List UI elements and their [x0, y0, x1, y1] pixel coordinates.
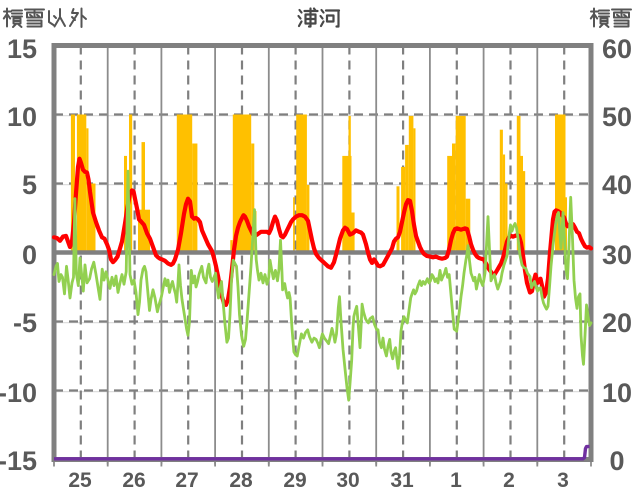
svg-text:26: 26 — [122, 469, 145, 492]
svg-text:30: 30 — [336, 469, 359, 492]
svg-text:30: 30 — [602, 240, 632, 270]
svg-text:-10: -10 — [0, 378, 37, 408]
svg-text:50: 50 — [602, 102, 632, 132]
svg-text:20: 20 — [602, 308, 632, 338]
svg-text:31: 31 — [390, 469, 414, 492]
svg-text:3: 3 — [557, 469, 569, 492]
svg-text:1: 1 — [450, 469, 462, 492]
svg-text:29: 29 — [283, 469, 306, 492]
svg-text:40: 40 — [602, 170, 632, 200]
svg-text:10: 10 — [7, 102, 37, 132]
svg-text:-5: -5 — [13, 308, 37, 338]
svg-text:27: 27 — [175, 469, 198, 492]
svg-text:15: 15 — [7, 34, 37, 64]
svg-text:28: 28 — [229, 469, 253, 492]
svg-text:60: 60 — [602, 34, 632, 64]
svg-text:0: 0 — [22, 240, 37, 270]
svg-text:2: 2 — [503, 469, 515, 492]
svg-text:10: 10 — [602, 378, 632, 408]
svg-text:-15: -15 — [0, 446, 37, 476]
svg-text:0: 0 — [609, 446, 624, 476]
svg-text:5: 5 — [22, 170, 37, 200]
svg-text:25: 25 — [68, 469, 92, 492]
